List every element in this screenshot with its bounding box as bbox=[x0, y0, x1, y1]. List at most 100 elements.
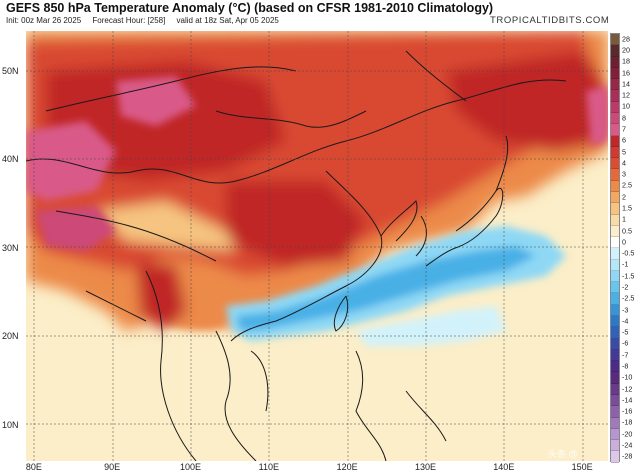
colorbar-level-label: 2 bbox=[622, 192, 626, 202]
colorbar-swatch bbox=[611, 361, 619, 373]
colorbar-level-label: -24 bbox=[622, 440, 633, 450]
colorbar-swatch bbox=[611, 248, 619, 260]
colorbar-swatch bbox=[611, 214, 619, 226]
colorbar-level-label: -10 bbox=[622, 372, 633, 382]
colorbar-swatch bbox=[611, 203, 619, 215]
colorbar-swatch bbox=[611, 293, 619, 305]
coastlines bbox=[26, 50, 567, 461]
colorbar-level-label: 16 bbox=[622, 68, 630, 77]
colorbar-labels: 28 20 18 16 14 12 10 8 7 6 5 4 3 2.5 2 1.5 1 0.5 0 -0.5 -1 -1… bbox=[621, 33, 640, 462]
colorbar-swatch bbox=[611, 440, 619, 452]
colorbar-swatch bbox=[611, 45, 619, 57]
colorbar-swatch bbox=[611, 34, 619, 46]
colorbar-swatch bbox=[611, 349, 619, 362]
colorbar-level-label: 1.5 bbox=[622, 203, 632, 213]
colorbar-swatch bbox=[611, 406, 619, 418]
colorbar-swatch bbox=[611, 180, 619, 192]
map-header: GEFS 850 hPa Temperature Anomaly (°C) (b… bbox=[0, 0, 640, 28]
colorbar-swatch bbox=[611, 158, 619, 170]
colorbar-level-label: -1 bbox=[622, 259, 629, 269]
latitude-label: 40N bbox=[2, 154, 19, 165]
colorbar-swatch bbox=[611, 169, 619, 181]
colorbar-swatch bbox=[611, 316, 619, 328]
colorbar-level-label: 6 bbox=[622, 135, 626, 145]
latitude-label: 30N bbox=[2, 242, 19, 253]
colorbar-swatch bbox=[611, 79, 619, 91]
latitude-label: 10N bbox=[2, 419, 19, 430]
longitude-label: 110E bbox=[258, 462, 279, 472]
colorbar-level-label: 2.5 bbox=[622, 180, 632, 190]
latitude-axis: 50N 40N 30N 20N 10N bbox=[0, 31, 26, 461]
longitude-label: 150E bbox=[571, 462, 593, 472]
colorbar-level-label: 7 bbox=[622, 124, 626, 134]
colorbar-swatch bbox=[611, 225, 619, 238]
longitude-label: 80E bbox=[25, 462, 42, 472]
gridlines bbox=[26, 31, 608, 461]
colorbar-level-label: -0.5 bbox=[622, 248, 635, 258]
colorbar-swatch bbox=[611, 304, 619, 317]
colorbar-swatch bbox=[611, 191, 619, 204]
colorbar-swatch bbox=[611, 135, 619, 147]
colorbar-swatch bbox=[611, 338, 619, 350]
colorbar-level-label: 0.5 bbox=[622, 226, 632, 236]
colorbar-level-label: -14 bbox=[622, 395, 633, 405]
colorbar-level-label: -5 bbox=[622, 327, 629, 337]
latitude-label: 20N bbox=[2, 331, 19, 342]
colorbar-swatch bbox=[611, 101, 619, 113]
forecast-hour: Forecast Hour: [258] bbox=[92, 16, 166, 25]
colorbar-swatch bbox=[611, 124, 619, 136]
colorbar-swatch bbox=[611, 90, 619, 102]
longitude-label: 120E bbox=[336, 462, 358, 472]
colorbar-swatch bbox=[611, 112, 619, 125]
init-time: Init: 00z Mar 26 2025 bbox=[6, 16, 82, 25]
colorbar-level-label: -12 bbox=[622, 384, 633, 394]
run-info: Init: 00z Mar 26 2025 Forecast Hour: [25… bbox=[6, 16, 288, 25]
colorbar-level-label: -18 bbox=[622, 417, 633, 427]
anomaly-map bbox=[26, 31, 608, 461]
colorbar-swatch bbox=[611, 56, 619, 68]
colorbar-swatch bbox=[611, 259, 619, 271]
longitude-label: 90E bbox=[104, 462, 121, 472]
colorbar-level-label: 0 bbox=[622, 237, 626, 247]
pale-blue-fringe bbox=[356, 306, 506, 346]
very-warm-core-china bbox=[226, 181, 366, 266]
watermark: 头条 @ bbox=[548, 449, 578, 459]
longitude-label: 130E bbox=[414, 462, 436, 472]
longitude-label: 100E bbox=[179, 462, 201, 472]
colorbar-level-label: 5 bbox=[622, 147, 626, 157]
colorbar-level-label: 10 bbox=[622, 101, 630, 111]
magenta-anomaly-pacific bbox=[586, 86, 608, 146]
colorbar-level-label: -2.5 bbox=[622, 293, 635, 303]
colorbar-swatch bbox=[611, 383, 619, 395]
yellow-anomaly-tibet bbox=[96, 201, 236, 251]
longitude-label: 140E bbox=[493, 462, 515, 472]
latitude-label: 50N bbox=[2, 65, 19, 76]
very-warm-core-myanmar bbox=[136, 261, 186, 331]
valid-time: valid at 18z Sat, Apr 05 2025 bbox=[176, 16, 279, 25]
colorbar-level-label: -8 bbox=[622, 361, 629, 371]
magenta-anomaly-tibet bbox=[36, 206, 116, 251]
colorbar-swatch bbox=[611, 372, 619, 384]
longitude-axis: 80E 90E 100E 110E 120E 130E 140E 150E bbox=[26, 462, 608, 473]
colorbar bbox=[610, 33, 620, 463]
anomaly-field bbox=[26, 31, 608, 461]
colorbar-level-label: -3 bbox=[622, 305, 629, 315]
colorbar-level-label: -6 bbox=[622, 338, 629, 348]
very-warm-core-northeast bbox=[446, 51, 608, 151]
colorbar-swatch bbox=[611, 395, 619, 407]
colorbar-level-label: -1.5 bbox=[622, 271, 635, 281]
colorbar-level-label: 4 bbox=[622, 158, 626, 168]
colorbar-swatch bbox=[611, 146, 619, 159]
map-title: GEFS 850 hPa Temperature Anomaly (°C) (b… bbox=[6, 1, 494, 15]
colorbar-swatch bbox=[611, 237, 619, 249]
magenta-anomaly-west bbox=[26, 121, 116, 201]
cool-anomaly-core bbox=[236, 246, 536, 331]
colorbar-level-label: -7 bbox=[622, 350, 629, 360]
colorbar-level-label: 28 bbox=[622, 34, 630, 44]
colorbar-level-label: -4 bbox=[622, 316, 629, 326]
colorbar-level-label: -28 bbox=[622, 451, 633, 461]
colorbar-level-label: -2 bbox=[622, 282, 629, 292]
colorbar-level-label: -20 bbox=[622, 429, 633, 439]
colorbar-level-label: 14 bbox=[622, 79, 630, 89]
colorbar-swatch bbox=[611, 451, 619, 463]
